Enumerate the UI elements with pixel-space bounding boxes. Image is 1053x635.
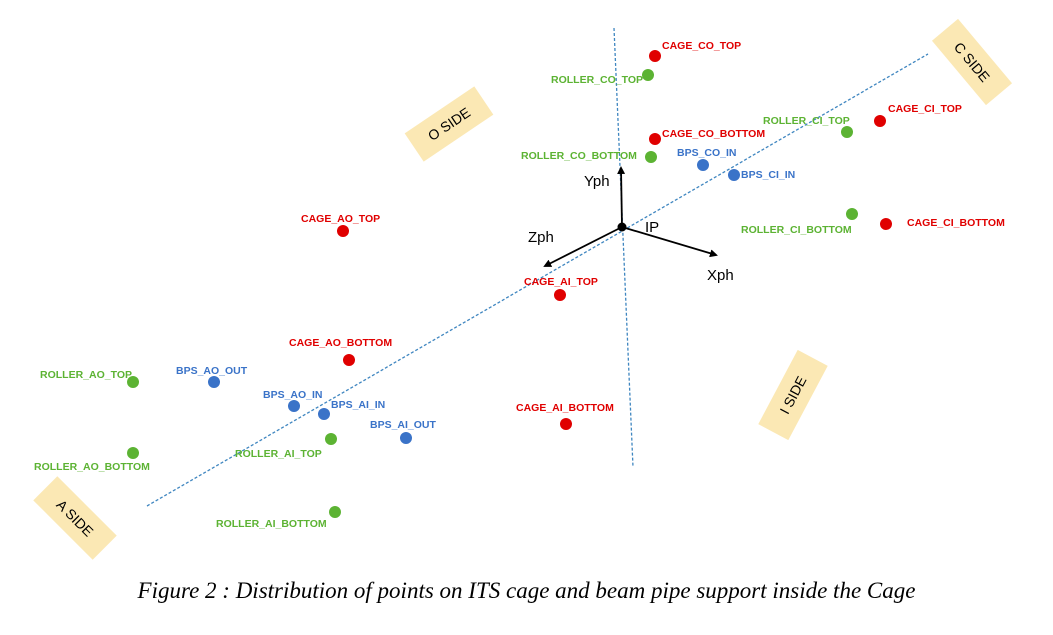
bps-ao-in-label: BPS_AO_IN bbox=[263, 389, 323, 401]
figure-caption: Figure 2 : Distribution of points on ITS… bbox=[137, 578, 916, 603]
yph-axis-label: Yph bbox=[584, 173, 610, 190]
cage-co-top-label: CAGE_CO_TOP bbox=[662, 40, 741, 52]
cage-ai-bottom-point bbox=[560, 418, 572, 430]
cage-ao-bottom-label: CAGE_AO_BOTTOM bbox=[289, 337, 392, 349]
roller-co-top-label: ROLLER_CO_TOP bbox=[551, 74, 643, 86]
its-cage-diagram: O SIDE C SIDE I SIDE A SIDE Yph Xph Zph … bbox=[33, 18, 1013, 560]
roller-ai-bottom-label: ROLLER_AI_BOTTOM bbox=[216, 518, 327, 530]
cage-labels: CAGE_CO_TOP CAGE_CO_BOTTOM CAGE_CI_TOP C… bbox=[289, 40, 1005, 414]
a-side-box: A SIDE bbox=[33, 476, 117, 560]
bps-ai-in-label: BPS_AI_IN bbox=[331, 399, 385, 411]
roller-co-top-point bbox=[642, 69, 654, 81]
xph-axis-label: Xph bbox=[707, 267, 734, 284]
cage-co-bottom-point bbox=[649, 133, 661, 145]
cage-ai-top-point bbox=[554, 289, 566, 301]
c-side-box: C SIDE bbox=[931, 18, 1013, 106]
cage-ci-bottom-point bbox=[880, 218, 892, 230]
cage-ao-top-label: CAGE_AO_TOP bbox=[301, 213, 380, 225]
bps-labels: BPS_CO_IN BPS_CI_IN BPS_AO_OUT BPS_AO_IN… bbox=[176, 147, 795, 431]
cage-ao-bottom-point bbox=[343, 354, 355, 366]
roller-ao-top-point bbox=[127, 376, 139, 388]
cage-ai-top-label: CAGE_AI_TOP bbox=[524, 276, 598, 288]
ip-label: IP bbox=[645, 219, 659, 236]
bps-ai-out-label: BPS_AI_OUT bbox=[370, 419, 437, 431]
zph-axis-arrow bbox=[543, 226, 623, 267]
cage-ci-top-label: CAGE_CI_TOP bbox=[888, 103, 962, 115]
roller-ci-bottom-label: ROLLER_CI_BOTTOM bbox=[741, 224, 852, 236]
roller-co-bottom-point bbox=[645, 151, 657, 163]
roller-points bbox=[127, 69, 858, 518]
bps-ao-in-point bbox=[288, 400, 300, 412]
roller-ci-top-point bbox=[841, 126, 853, 138]
o-side-box: O SIDE bbox=[404, 86, 494, 162]
roller-labels: ROLLER_CO_TOP ROLLER_CO_BOTTOM ROLLER_CI… bbox=[34, 74, 852, 530]
bps-co-in-label: BPS_CO_IN bbox=[677, 147, 737, 159]
bps-ai-out-point bbox=[400, 432, 412, 444]
bps-points bbox=[208, 159, 740, 444]
roller-co-bottom-label: ROLLER_CO_BOTTOM bbox=[521, 150, 637, 162]
cage-ci-top-point bbox=[874, 115, 886, 127]
roller-ci-top-label: ROLLER_CI_TOP bbox=[763, 115, 850, 127]
bps-ci-in-label: BPS_CI_IN bbox=[741, 169, 795, 181]
roller-ai-top-label: ROLLER_AI_TOP bbox=[235, 448, 322, 460]
yph-axis-arrow bbox=[617, 166, 626, 228]
bps-ao-out-point bbox=[208, 376, 220, 388]
cage-co-top-point bbox=[649, 50, 661, 62]
ip-origin-point bbox=[617, 222, 627, 232]
roller-ci-bottom-point bbox=[846, 208, 858, 220]
cage-points bbox=[337, 50, 892, 430]
bps-ao-out-label: BPS_AO_OUT bbox=[176, 365, 248, 377]
bps-ai-in-point bbox=[318, 408, 330, 420]
i-side-box: I SIDE bbox=[758, 349, 828, 441]
roller-ao-bottom-label: ROLLER_AO_BOTTOM bbox=[34, 461, 150, 473]
cage-ao-top-point bbox=[337, 225, 349, 237]
vertical-reference-line bbox=[613, 27, 634, 468]
roller-ai-bottom-point bbox=[329, 506, 341, 518]
bps-co-in-point bbox=[697, 159, 709, 171]
cage-ci-bottom-label: CAGE_CI_BOTTOM bbox=[907, 217, 1005, 229]
bps-ci-in-point bbox=[728, 169, 740, 181]
beam-axis-line bbox=[146, 53, 929, 507]
roller-ao-bottom-point bbox=[127, 447, 139, 459]
cage-co-bottom-label: CAGE_CO_BOTTOM bbox=[662, 128, 765, 140]
zph-axis-label: Zph bbox=[528, 229, 554, 246]
xph-axis-arrow bbox=[621, 226, 718, 258]
roller-ao-top-label: ROLLER_AO_TOP bbox=[40, 369, 132, 381]
cage-ai-bottom-label: CAGE_AI_BOTTOM bbox=[516, 402, 614, 414]
roller-ai-top-point bbox=[325, 433, 337, 445]
